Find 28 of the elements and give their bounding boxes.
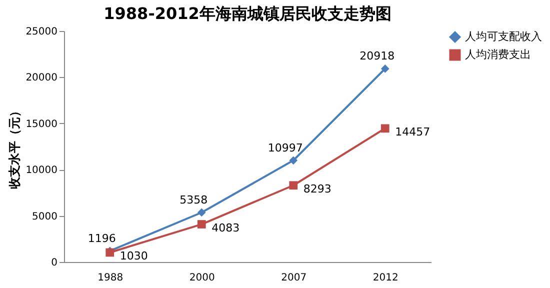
y-tick-label: 10000 xyxy=(26,165,58,176)
point xyxy=(289,181,298,190)
point xyxy=(380,124,390,133)
data-label: 4083 xyxy=(212,221,240,234)
x-tick-label: 1988 xyxy=(98,272,124,284)
x-tick-label: 2007 xyxy=(281,272,307,284)
data-label: 10997 xyxy=(268,141,303,154)
x-tick-label: 2012 xyxy=(372,272,398,284)
y-tick-label: 5000 xyxy=(32,211,58,222)
data-label: 1196 xyxy=(88,232,116,245)
chart-title: 1988-2012年海南城镇居民收支走势图 xyxy=(104,4,392,23)
data-label: 1030 xyxy=(120,249,148,262)
legend-label: 人均可支配收入 xyxy=(465,30,542,43)
y-tick-label: 0 xyxy=(51,258,58,268)
x-tick-label: 2000 xyxy=(189,272,215,284)
point xyxy=(289,156,298,165)
y-axis-title: 收支水平（元） xyxy=(8,105,22,189)
data-label: 14457 xyxy=(395,125,430,138)
y-tick-label: 25000 xyxy=(26,26,58,38)
y-tick-label: 20000 xyxy=(26,72,58,84)
point xyxy=(380,64,390,73)
y-tick-label: 15000 xyxy=(26,118,58,130)
data-label: 8293 xyxy=(303,182,332,196)
legend-label: 人均消费支出 xyxy=(465,48,531,61)
data-label: 5358 xyxy=(180,193,208,206)
point xyxy=(197,208,206,217)
data-label: 20918 xyxy=(360,50,395,63)
point xyxy=(197,220,206,228)
